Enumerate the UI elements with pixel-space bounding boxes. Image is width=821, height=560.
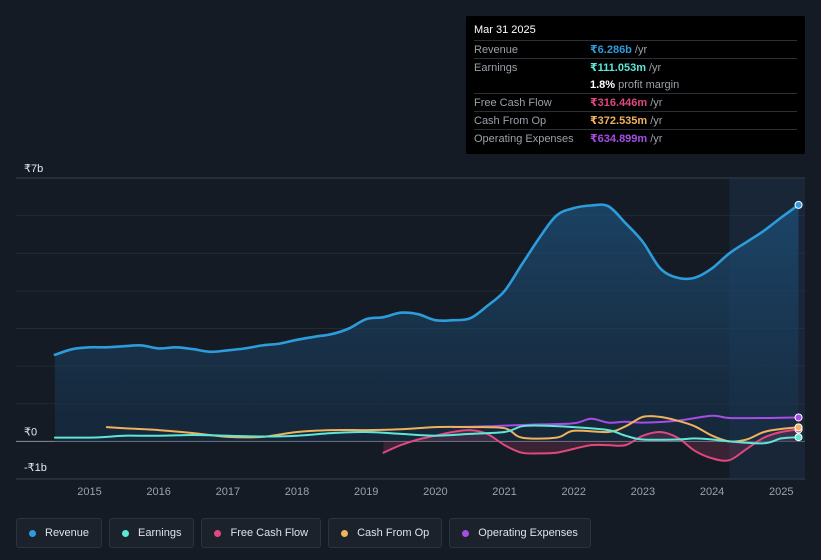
revenue-area (54, 204, 799, 442)
tooltip-row-unit: /yr (650, 114, 663, 127)
x-tick-label: 2022 (561, 486, 585, 498)
x-axis-labels: 2015 2016 2017 2018 2019 2020 2021 2022 2023 2024… (77, 486, 793, 498)
tooltip-row-label: Earnings (474, 61, 518, 74)
x-tick-label: 2023 (631, 486, 655, 498)
y-tick-label: ₹0 (24, 426, 37, 438)
series-lines (53, 203, 800, 462)
tooltip-row-value: ₹316.446m (590, 97, 648, 109)
tooltip-row: Free Cash Flow ₹316.446m/yr (474, 93, 797, 111)
x-tick-label: 2021 (492, 486, 516, 498)
tooltip-date: Mar 31 2025 (474, 24, 536, 36)
tooltip-row-value: ₹111.053m (590, 62, 646, 74)
tooltip-row-label: Free Cash Flow (474, 96, 552, 109)
tooltip-row: Earnings ₹111.053m/yr (474, 58, 797, 76)
x-tick-label: 2017 (216, 486, 240, 498)
free-cash-flow-line (382, 428, 800, 462)
legend-dot-icon (341, 529, 349, 537)
legend-label: Cash From Op (357, 527, 430, 539)
free-cash-flow-area (383, 429, 799, 461)
series-areas (54, 204, 799, 461)
legend-item-cash-from-op[interactable]: Cash From Op (328, 518, 443, 548)
legend-label: Free Cash Flow (230, 527, 309, 539)
legend: Revenue Earnings Free Cash Flow Cash From O… (16, 518, 591, 548)
tooltip-row-unit: /yr (648, 61, 662, 74)
legend-dot-icon (462, 529, 470, 537)
legend-item-free-cash-flow[interactable]: Free Cash Flow (201, 518, 322, 548)
legend-dot-icon (122, 529, 130, 537)
revenue-endpoint (794, 200, 803, 209)
tooltip-row-label: Operating Expenses (474, 132, 574, 145)
x-tick-label: 2019 (354, 486, 378, 498)
x-tick-label: 2025 (769, 486, 793, 498)
tooltip: Mar 31 2025 Revenue ₹6.286b/yr Earnings ₹11… (466, 16, 805, 154)
legend-label: Earnings (138, 527, 182, 539)
tooltip-rows: Revenue ₹6.286b/yr Earnings ₹111.053m/yr 1.8… (474, 40, 797, 147)
tooltip-row-value: 1.8% (590, 78, 616, 91)
legend-label: Revenue (45, 527, 90, 539)
cash-from-op-line (105, 415, 800, 443)
y-axis-labels: ₹7b ₹0 -₹1b (24, 163, 47, 474)
legend-item-operating-expenses[interactable]: Operating Expenses (449, 518, 591, 548)
legend-dot-icon (29, 529, 36, 537)
y-tick-label: -₹1b (24, 462, 47, 474)
x-tick-label: 2020 (423, 486, 447, 498)
tooltip-row-value: ₹6.286b (590, 44, 632, 56)
earnings-endpoint (794, 433, 803, 442)
operating-expenses-line (451, 414, 800, 429)
tooltip-row: Revenue ₹6.286b/yr (474, 40, 797, 58)
tooltip-row-label: Revenue (474, 43, 519, 56)
cash-from-op-endpoint (794, 423, 803, 432)
y-tick-label: ₹7b (24, 163, 43, 175)
operating-expenses-endpoint (794, 413, 803, 422)
legend-item-earnings[interactable]: Earnings (109, 518, 195, 548)
tooltip-row-unit: /yr (650, 132, 663, 145)
legend-dot-icon (214, 529, 222, 537)
x-tick-label: 2016 (146, 486, 170, 498)
tooltip-row-label: Cash From Op (474, 114, 547, 127)
x-tick-label: 2018 (285, 486, 309, 498)
tooltip-row-value: ₹634.899m (590, 133, 648, 145)
tooltip-row-value: ₹372.535m (590, 115, 648, 127)
tooltip-row-unit: /yr (650, 96, 663, 109)
legend-label: Operating Expenses (478, 527, 578, 539)
tooltip-row-unit: profit margin (618, 78, 680, 91)
tooltip-row-unit: /yr (634, 43, 648, 56)
legend-item-revenue[interactable]: Revenue (16, 518, 103, 548)
tooltip-row: Cash From Op ₹372.535m/yr (474, 111, 797, 129)
x-tick-label: 2015 (77, 486, 101, 498)
tooltip-row: 1.8% profit margin (474, 76, 797, 93)
series-endpoints (794, 200, 803, 442)
earnings-line (53, 424, 800, 445)
x-tick-label: 2024 (700, 486, 724, 498)
revenue-line (53, 203, 800, 357)
tooltip-row: Operating Expenses ₹634.899m/yr (474, 129, 797, 147)
